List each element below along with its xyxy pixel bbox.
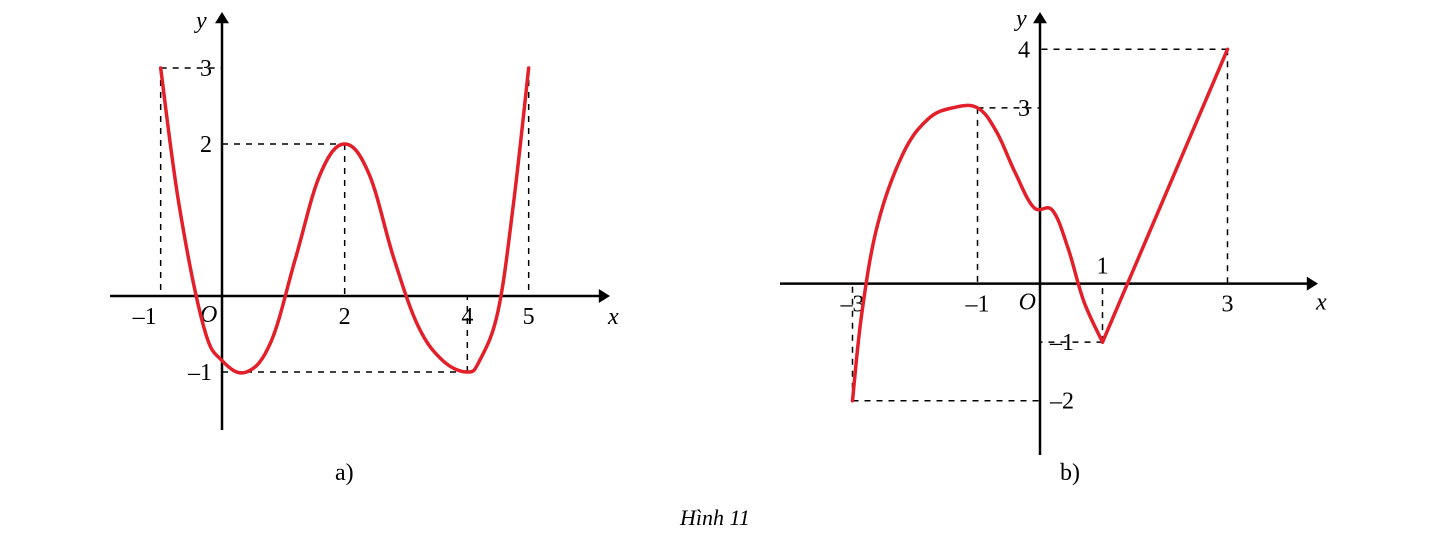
- y-tick-label: 4: [1018, 37, 1030, 63]
- x-tick-label: 5: [523, 304, 535, 330]
- chart-a-svg: xyO–1245–123: [100, 0, 620, 460]
- x-tick-label: 4: [461, 304, 473, 330]
- x-tick-label: 2: [339, 304, 351, 330]
- panel-a: xyO–1245–123: [100, 0, 620, 460]
- y-tick-label: 2: [200, 132, 212, 158]
- y-tick-label: –1: [1049, 330, 1074, 356]
- y-tick-label: 3: [200, 56, 212, 82]
- x-axis-label: x: [1315, 290, 1327, 316]
- panel-b: xyO–3–113–2–134: [770, 0, 1330, 470]
- x-tick-label: –1: [965, 292, 990, 318]
- panel-b-label: b): [1060, 460, 1080, 487]
- y-tick-label: 3: [1018, 96, 1030, 122]
- x-tick-label: 1: [1097, 254, 1109, 280]
- figure-container: xyO–1245–123 a) xyO–3–113–2–134 b) Hình …: [0, 0, 1432, 545]
- curve-b-right: [1103, 49, 1228, 342]
- figure-caption: Hình 11: [680, 505, 750, 531]
- x-tick-label: 3: [1222, 292, 1234, 318]
- x-tick-label: –1: [132, 304, 157, 330]
- y-axis-label: y: [194, 8, 207, 34]
- panel-a-label: a): [335, 460, 354, 487]
- x-axis-label: x: [607, 304, 619, 330]
- y-tick-label: –2: [1049, 389, 1074, 415]
- origin-label: O: [1019, 290, 1036, 316]
- y-tick-label: –1: [187, 360, 212, 386]
- y-axis-label: y: [1014, 6, 1027, 32]
- chart-b-svg: xyO–3–113–2–134: [770, 0, 1330, 470]
